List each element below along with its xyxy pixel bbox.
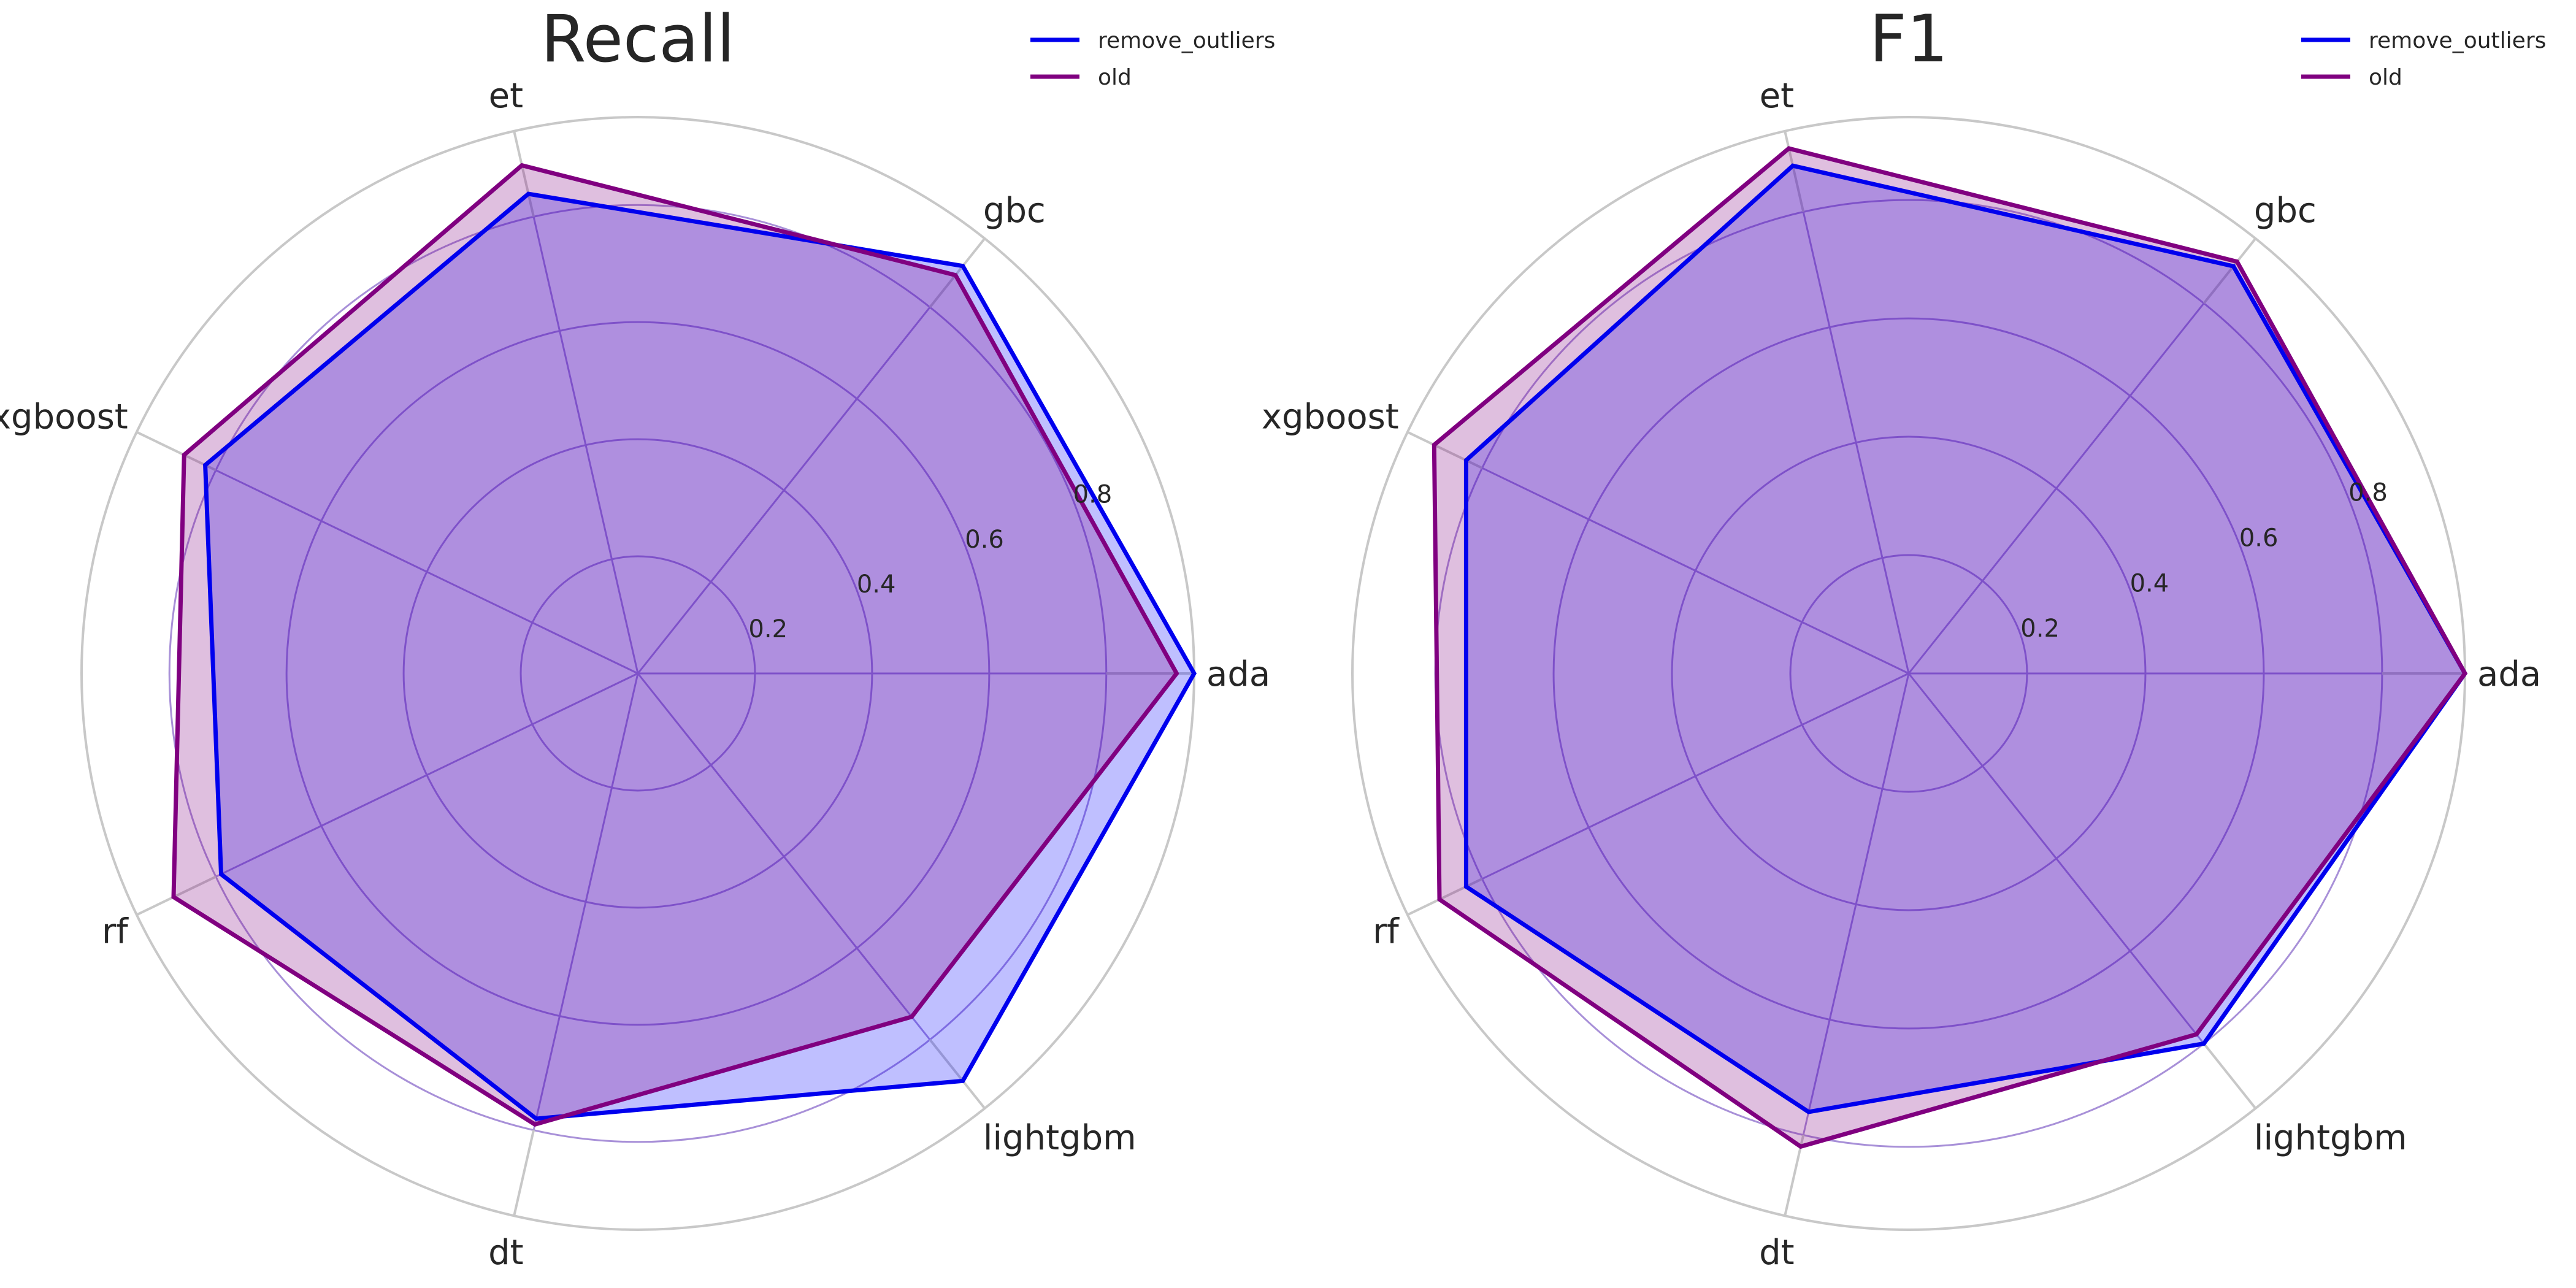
- r-tick-label: 0.2: [2020, 615, 2060, 643]
- spoke-line: [637, 306, 931, 674]
- spoke-line: [1802, 212, 1910, 674]
- series-line-old: [1432, 146, 2468, 1149]
- spoke-line-outer: [2202, 1043, 2257, 1110]
- spoke-line-outer: [136, 875, 217, 916]
- spoke-line-outer: [929, 237, 986, 309]
- spoke-line-outer: [929, 1038, 986, 1110]
- series-line-old: [171, 163, 1179, 1127]
- series-line-remove_outliers: [203, 191, 1197, 1121]
- spoke-line: [1481, 672, 1909, 880]
- spoke-line: [532, 217, 639, 674]
- series-line-remove_outliers: [1463, 163, 2468, 1114]
- r-tick-label: 0.4: [2130, 569, 2169, 597]
- category-label-ada: ada: [2477, 654, 2541, 694]
- category-label-xgboost: xgboost: [1262, 397, 1399, 437]
- r-tick-label: 0.6: [965, 526, 1004, 554]
- spoke-line: [1907, 302, 2205, 674]
- category-label-lightgbm: lightgbm: [2254, 1118, 2407, 1158]
- category-label-rf: rf: [102, 912, 129, 952]
- category-label-gbc: gbc: [983, 191, 1046, 231]
- f1-radar-chart: 0.2 0.4 0.6 0.8 ada gbc et xgboost rf dt lightgbm F…: [1262, 1, 2547, 1273]
- recall-radar-chart: 0.2 0.4 0.6 0.8 ada gbc et xgboost rf dt lightgbm R…: [0, 1, 1275, 1273]
- series-area-remove_outliers: [205, 194, 1195, 1119]
- spoke-line-outer: [136, 431, 217, 472]
- legend-label-remove_outliers: remove_outliers: [1098, 28, 1275, 53]
- category-label-gbc: gbc: [2254, 191, 2317, 231]
- spoke-line: [1481, 467, 1909, 675]
- category-label-ada: ada: [1206, 654, 1270, 694]
- category-label-et: et: [489, 76, 523, 116]
- series-area-old: [174, 165, 1177, 1125]
- spoke-line-outer: [1406, 431, 1483, 469]
- r-tick-label: 0.4: [857, 570, 896, 599]
- spoke-line: [1802, 673, 1910, 1135]
- category-label-rf: rf: [1373, 912, 1400, 952]
- spoke-line-outer: [513, 131, 535, 217]
- series-area-old: [1434, 148, 2465, 1147]
- category-label-et: et: [1760, 76, 1794, 116]
- legend-label-old: old: [2369, 65, 2402, 90]
- spoke-line-outer: [1406, 878, 1483, 916]
- spoke-line: [637, 673, 931, 1041]
- r-tick-label: 0.6: [2239, 524, 2279, 552]
- spoke-line-outer: [2202, 237, 2257, 304]
- r-tick-label: 0.8: [1073, 481, 1113, 509]
- spoke-line: [1907, 673, 2205, 1045]
- spoke-line: [215, 672, 638, 878]
- spoke-line-outer: [1784, 131, 1805, 212]
- category-label-dt: dt: [1759, 1233, 1795, 1273]
- category-label-xgboost: xgboost: [0, 397, 128, 437]
- legend-label-remove_outliers: remove_outliers: [2369, 28, 2546, 53]
- series-area-remove_outliers: [1466, 166, 2465, 1112]
- spoke-line-outer: [513, 1130, 535, 1216]
- legend-label-old: old: [1098, 65, 1132, 90]
- chart-title: F1: [1869, 1, 1948, 77]
- chart-title: Recall: [541, 1, 735, 77]
- spoke-line: [532, 673, 639, 1130]
- category-label-lightgbm: lightgbm: [983, 1118, 1137, 1158]
- r-tick-label: 0.2: [748, 615, 788, 643]
- spoke-line: [215, 469, 638, 675]
- category-label-dt: dt: [488, 1233, 524, 1273]
- r-tick-label: 0.8: [2348, 479, 2388, 507]
